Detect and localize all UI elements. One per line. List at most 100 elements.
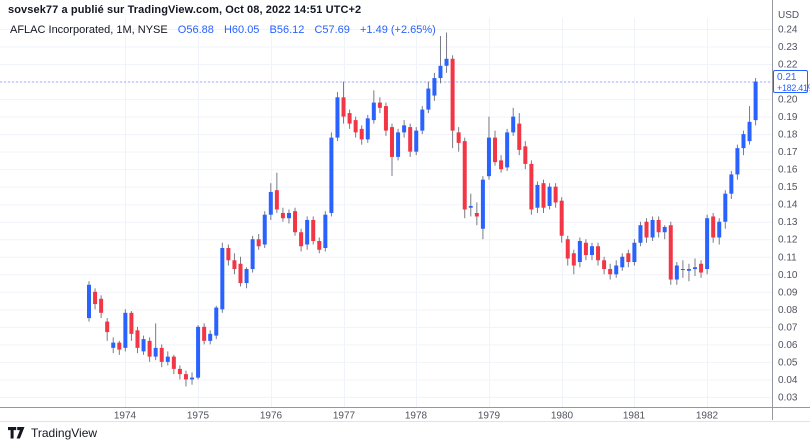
- candle: [293, 207, 298, 236]
- candle: [196, 325, 201, 380]
- candle: [711, 212, 716, 243]
- candle: [341, 81, 346, 124]
- ohlc-change-value: +1.49 (+2.65%): [359, 24, 436, 36]
- candle: [190, 372, 195, 385]
- candle: [408, 123, 413, 157]
- candle: [165, 351, 170, 366]
- y-tick-label: 0.03: [778, 392, 798, 403]
- candle: [250, 235, 255, 273]
- candle: [662, 225, 667, 240]
- y-tick-label: 0.12: [778, 235, 798, 246]
- candle: [335, 92, 340, 142]
- candle: [686, 263, 691, 282]
- x-tick-label: 1981: [623, 411, 646, 422]
- tradingview-logo-icon[interactable]: [8, 427, 25, 439]
- footer-divider: [0, 421, 810, 422]
- candle: [468, 193, 473, 217]
- candle: [632, 239, 637, 266]
- y-tick-label: 0.07: [778, 322, 798, 333]
- symbol-title: AFLAC Incorporated, 1M, NYSE: [10, 24, 168, 36]
- candle: [505, 128, 510, 171]
- y-tick-label: 0.05: [778, 357, 798, 368]
- candle: [383, 102, 388, 136]
- ohlc-low-value: B56.12: [269, 24, 305, 36]
- x-tick-label: 1978: [405, 411, 428, 422]
- candle: [474, 202, 479, 226]
- candle: [486, 116, 491, 180]
- candle: [753, 78, 758, 126]
- candle: [638, 221, 643, 247]
- x-tick-label: 1982: [696, 411, 719, 422]
- candle: [377, 97, 382, 114]
- candle: [583, 239, 588, 261]
- candle: [462, 137, 467, 219]
- candle: [129, 311, 134, 341]
- candle: [268, 183, 273, 220]
- y-tick-label: 0.06: [778, 340, 798, 351]
- candle: [699, 260, 704, 278]
- currency-label: USD: [778, 10, 799, 21]
- candle: [117, 340, 122, 355]
- candle: [535, 181, 540, 213]
- candle: [650, 216, 655, 241]
- candle: [493, 130, 498, 166]
- time-scale[interactable]: 1974 1975 1976 1977 1978 1979 1980 1981 1982: [114, 411, 719, 422]
- x-tick-label: 1974: [114, 411, 137, 422]
- candle: [135, 326, 140, 354]
- candle: [626, 249, 631, 268]
- candle: [396, 128, 401, 161]
- candle: [347, 109, 352, 129]
- footer: TradingView: [8, 426, 97, 440]
- price-scale[interactable]: USD 0.24 0.23 0.220.21 0.20 0.19 0.18 0.17 0.16 0…: [778, 10, 799, 403]
- candle: [420, 106, 425, 135]
- candle: [311, 216, 316, 245]
- y-tick-label: 0.17: [778, 147, 798, 158]
- candle: [614, 260, 619, 278]
- y-tick-label: 0.18: [778, 130, 798, 141]
- candle: [359, 125, 364, 145]
- last-price-change: +182.41%: [777, 83, 810, 93]
- ohlc-close-value: C57.69: [314, 24, 350, 36]
- y-tick-label: 0.16: [778, 165, 798, 176]
- candle: [202, 323, 207, 345]
- x-tick-label: 1979: [478, 411, 501, 422]
- candle: [365, 114, 370, 143]
- ohlc-high-value: H60.05: [223, 24, 260, 36]
- y-tick-label: 0.11: [778, 252, 797, 263]
- candle: [729, 170, 734, 199]
- y-tick-label: 0.13: [778, 217, 798, 228]
- candle: [674, 262, 679, 285]
- candle: [256, 233, 261, 250]
- candle: [432, 72, 437, 101]
- symbol-info-row: AFLAC Incorporated, 1M, NYSE O56.88 H60.…: [10, 24, 436, 36]
- candle: [208, 330, 213, 345]
- y-tick-label: 0.08: [778, 305, 798, 316]
- candles: [87, 32, 758, 387]
- candle: [644, 218, 649, 243]
- candle: [553, 183, 558, 208]
- candle: [177, 365, 182, 380]
- candle: [705, 214, 710, 275]
- candle: [286, 209, 291, 224]
- candle: [444, 32, 449, 73]
- candle: [456, 127, 461, 152]
- y-tick-label: 0.22: [778, 60, 798, 71]
- y-tick-label: 0.23: [778, 42, 798, 53]
- candle: [371, 90, 376, 124]
- candle: [602, 256, 607, 275]
- x-tick-label: 1980: [551, 411, 574, 422]
- axes: [0, 0, 810, 420]
- candle: [99, 295, 104, 319]
- candle: [656, 216, 661, 238]
- candle: [323, 211, 328, 252]
- candle: [565, 235, 570, 266]
- candle: [426, 81, 431, 114]
- y-tick-label: 0.19: [778, 112, 798, 123]
- y-tick-label: 0.24: [778, 25, 798, 36]
- tradingview-brand-text[interactable]: TradingView: [31, 426, 98, 440]
- candle: [620, 253, 625, 271]
- candle: [111, 337, 116, 354]
- candle: [305, 216, 310, 250]
